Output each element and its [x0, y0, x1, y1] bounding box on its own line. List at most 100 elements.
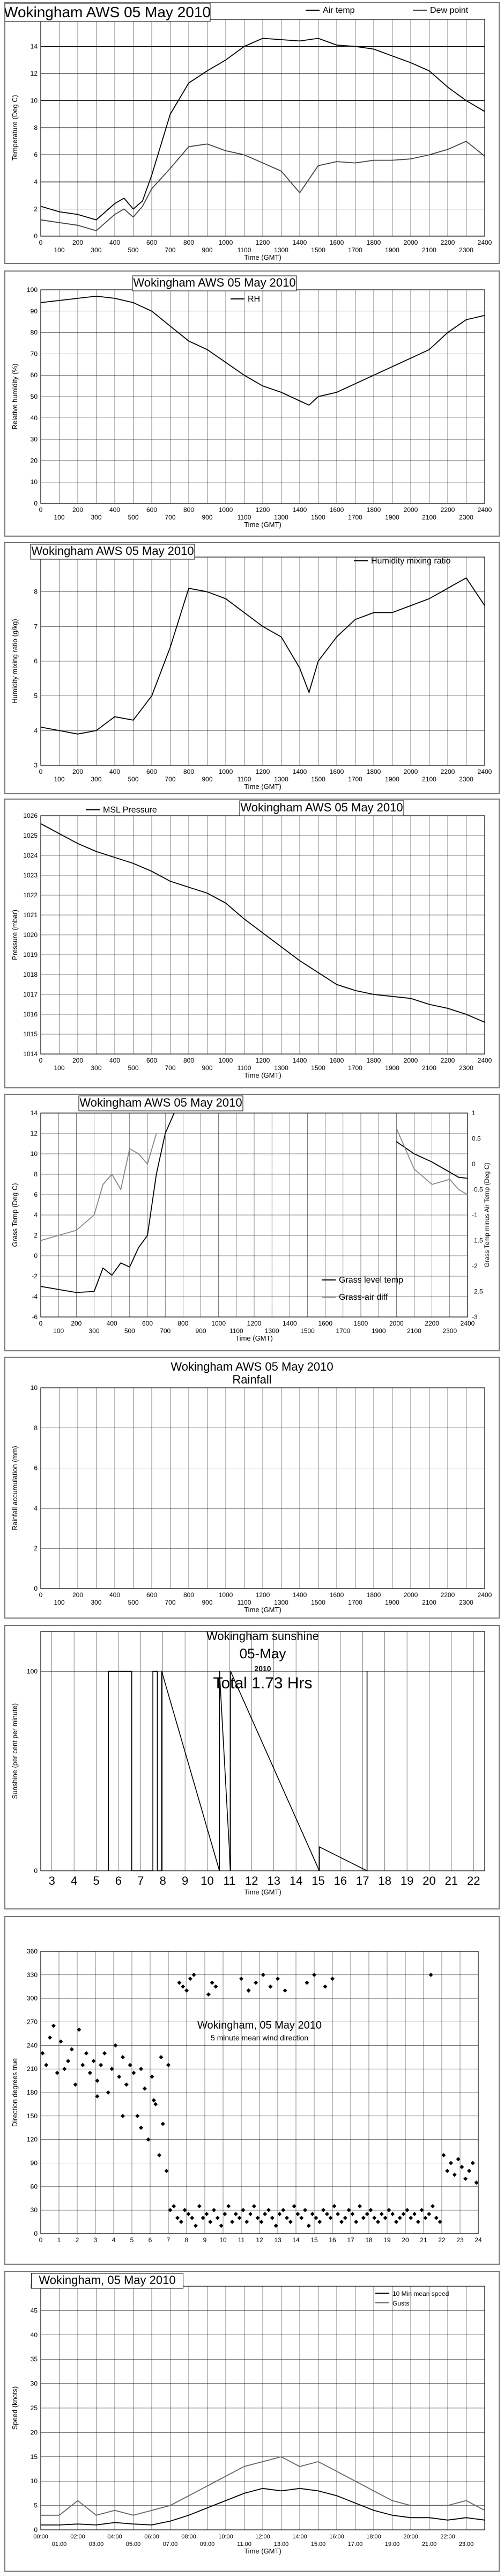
data-point: [306, 2223, 311, 2228]
legend-label: Humidity mixing ratio: [371, 557, 451, 566]
data-point: [285, 2215, 289, 2220]
data-point: [248, 2212, 253, 2216]
x-tick-label: 19:00: [385, 2541, 400, 2548]
x-tick-label: 1900: [385, 775, 399, 783]
x-tick-label: 17: [356, 1874, 369, 1887]
x-tick-label: 1300: [274, 246, 288, 254]
x-tick-label: 600: [146, 239, 157, 246]
x-tick-label: 1000: [219, 506, 233, 514]
x-tick-label: 2000: [404, 506, 418, 514]
data-point: [164, 2169, 169, 2174]
y-axis-title: Temperature (Deg C): [11, 95, 19, 160]
x-tick-label: 200: [72, 1057, 83, 1064]
x-tick-label: 15:00: [311, 2541, 326, 2548]
x-tick-label: 1000: [219, 239, 233, 246]
grass-temp-chart: -6-4-202468101214-3-2.5-2-1.5-1-0.500.51…: [11, 1095, 491, 1342]
x-tick-label: 20:00: [403, 2534, 418, 2540]
x-tick-label: 1600: [330, 239, 344, 246]
data-point: [197, 2204, 202, 2208]
x-axis-title: Time (GMT): [244, 1888, 281, 1896]
x-tick-label: 08:00: [181, 2534, 196, 2540]
y-tick-label: 120: [27, 2136, 38, 2143]
y-axis-title: Grass Temp (Deg C): [11, 1183, 19, 1247]
y-tick-label: 10: [31, 478, 38, 486]
data-point: [113, 2043, 118, 2048]
data-point: [441, 2153, 446, 2157]
chart-title: Wokingham, 05 May 2010: [39, 2273, 175, 2287]
y-tick-label: 10: [31, 1150, 38, 1158]
x-tick-label: 2100: [422, 514, 436, 521]
data-point: [239, 1977, 243, 1981]
x-tick-label: 7: [137, 1874, 144, 1887]
data-point: [191, 1972, 196, 1977]
x-tick-label: 1300: [274, 514, 288, 521]
x-tick-label: 21:00: [422, 2541, 437, 2548]
data-point: [372, 2215, 377, 2220]
x-tick-label: 0: [39, 1320, 43, 1327]
data-point: [188, 1977, 192, 1981]
y-tick-label: 1019: [23, 951, 38, 958]
data-point: [365, 2212, 369, 2216]
x-tick-label: 700: [165, 514, 175, 521]
chart-date: 05-May: [240, 1645, 286, 1662]
data-point: [310, 2212, 315, 2216]
x-tick-label: 1200: [256, 239, 270, 246]
data-point: [201, 2215, 205, 2220]
y-tick-label: 8: [34, 588, 38, 596]
x-tick-label: 700: [160, 1327, 171, 1335]
x-tick-label: 1600: [318, 1320, 332, 1327]
x-tick-label: 300: [91, 1064, 101, 1072]
data-point: [434, 2215, 439, 2220]
y2-axis-title: Grass Temp minus Air Temp (Deg C): [483, 1163, 491, 1268]
chart-title: Wokingham sunshine: [206, 1629, 319, 1643]
x-tick-label: 400: [109, 1057, 120, 1064]
x-tick-label: 200: [72, 239, 83, 246]
y-tick-label: 10: [31, 97, 38, 105]
data-point: [470, 2161, 475, 2165]
data-point: [160, 2121, 165, 2126]
data-point: [215, 2215, 220, 2220]
data-point: [261, 1972, 265, 1977]
data-point: [449, 2161, 453, 2165]
chart-panel-wind-direction: 0 30 60 90 120 150 180 210 240 270 300 330 360 0 1 2 3 4 5…: [4, 1916, 500, 2265]
y-tick-label: 1015: [23, 1030, 38, 1038]
x-tick-label: 1300: [274, 775, 288, 783]
data-point: [179, 2220, 183, 2224]
x-tick-label: 8: [185, 2236, 189, 2244]
y-tick-label: 330: [27, 1971, 38, 1979]
x-tick-label: 1500: [300, 1327, 315, 1335]
x-tick-label: 20: [402, 2236, 409, 2244]
x-tick-label: 600: [146, 768, 157, 775]
chart-total: Total 1.73 Hrs: [213, 1674, 312, 1692]
data-point: [343, 2215, 347, 2220]
data-point: [175, 2215, 180, 2220]
chart-panel-temperature: 0246810121416020040060080010001200140016…: [4, 2, 500, 264]
data-point: [95, 2094, 100, 2099]
data-point: [208, 2220, 213, 2224]
x-tick-label: 3: [94, 2236, 98, 2244]
x-tick-label: 17:00: [348, 2541, 363, 2548]
x-tick-label: 05:00: [126, 2541, 141, 2548]
data-point: [166, 2062, 171, 2067]
x-tick-label: 1800: [367, 1591, 381, 1599]
data-point: [139, 2067, 143, 2072]
chart-panel-sunshine: 0 100 3 4 5 6 7 8 9 10 11 12 13 14 15 16 17 18 19 20 21 22 Tim…: [4, 1625, 500, 1909]
data-point: [268, 1984, 273, 1989]
x-tick-label: 0: [39, 768, 43, 775]
data-point: [190, 2215, 195, 2220]
y2-tick-label: 1: [472, 1109, 476, 1117]
x-tick-label: 2400: [478, 506, 492, 514]
y-tick-label: 4: [34, 1211, 38, 1219]
data-point: [459, 2164, 464, 2169]
data-point: [312, 1972, 316, 1977]
x-tick-label: 0: [39, 1591, 43, 1599]
data-point: [283, 1988, 287, 1993]
data-point: [128, 2062, 132, 2067]
x-tick-label: 1700: [348, 1064, 362, 1072]
legend-label: RH: [248, 295, 260, 304]
data-point: [91, 2059, 96, 2063]
x-tick-label: 100: [54, 775, 64, 783]
y-tick-label: 4: [34, 727, 38, 734]
x-tick-label: 11: [238, 2236, 245, 2244]
chart-panel-grass: -6 -4 -2 0 2 4 6 8 10 12 14 -3 -2.5 -2 -1.5 -1 -0.5 0 0.5 1…: [4, 1094, 500, 1351]
